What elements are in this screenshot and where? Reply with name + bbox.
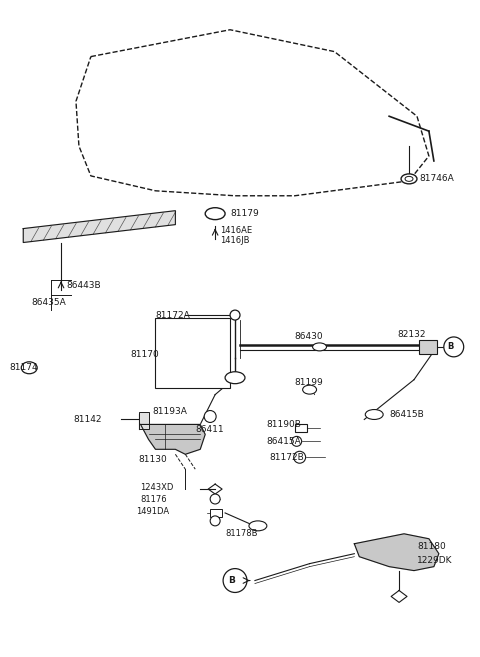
Text: 81199: 81199 [295, 378, 324, 387]
Text: 1491DA: 1491DA [136, 507, 169, 516]
Text: 81176: 81176 [141, 495, 167, 503]
Circle shape [444, 337, 464, 357]
Circle shape [210, 494, 220, 504]
Ellipse shape [205, 208, 225, 219]
Text: 1229DK: 1229DK [417, 556, 453, 565]
Bar [295, 424, 307, 432]
Text: 81190B: 81190B [267, 420, 302, 429]
Ellipse shape [302, 385, 316, 394]
Polygon shape [23, 211, 175, 242]
Bar [156, 318, 230, 388]
Ellipse shape [405, 176, 413, 181]
Ellipse shape [365, 409, 383, 419]
Circle shape [292, 436, 301, 446]
Text: 81170: 81170 [131, 350, 159, 359]
Text: 81130: 81130 [139, 455, 168, 464]
Text: 82132: 82132 [397, 330, 426, 340]
Text: 81172B: 81172B [270, 453, 305, 462]
Text: B: B [228, 576, 236, 585]
Text: 86415A: 86415A [267, 437, 301, 446]
Ellipse shape [21, 362, 37, 374]
Text: 86443B: 86443B [66, 281, 101, 290]
Text: 86430: 86430 [295, 332, 324, 342]
Ellipse shape [312, 343, 326, 351]
Bar [210, 509, 222, 517]
Text: 81178B: 81178B [225, 530, 258, 538]
Circle shape [210, 516, 220, 526]
Polygon shape [354, 533, 439, 570]
Ellipse shape [249, 521, 267, 531]
Text: 1243XD: 1243XD [141, 483, 174, 491]
Text: 81193A: 81193A [153, 407, 187, 416]
Circle shape [294, 451, 306, 463]
Text: 81179: 81179 [230, 209, 259, 218]
Text: 1416JB: 1416JB [220, 236, 250, 245]
Text: 86435A: 86435A [31, 298, 66, 307]
Text: 1416AE: 1416AE [220, 226, 252, 235]
Bar [139, 411, 148, 430]
Ellipse shape [225, 372, 245, 384]
Text: 81746A: 81746A [419, 174, 454, 183]
Ellipse shape [401, 174, 417, 184]
Circle shape [204, 411, 216, 422]
Text: B: B [447, 342, 454, 351]
Text: 81172A: 81172A [156, 311, 190, 319]
Text: 86415B: 86415B [389, 410, 424, 419]
Text: 81142: 81142 [73, 415, 101, 424]
Polygon shape [141, 424, 205, 454]
Text: 81174: 81174 [9, 363, 38, 373]
Circle shape [223, 568, 247, 593]
Bar [419, 340, 437, 354]
Circle shape [230, 310, 240, 320]
Text: 81180: 81180 [417, 542, 446, 551]
Text: 86411: 86411 [195, 425, 224, 434]
